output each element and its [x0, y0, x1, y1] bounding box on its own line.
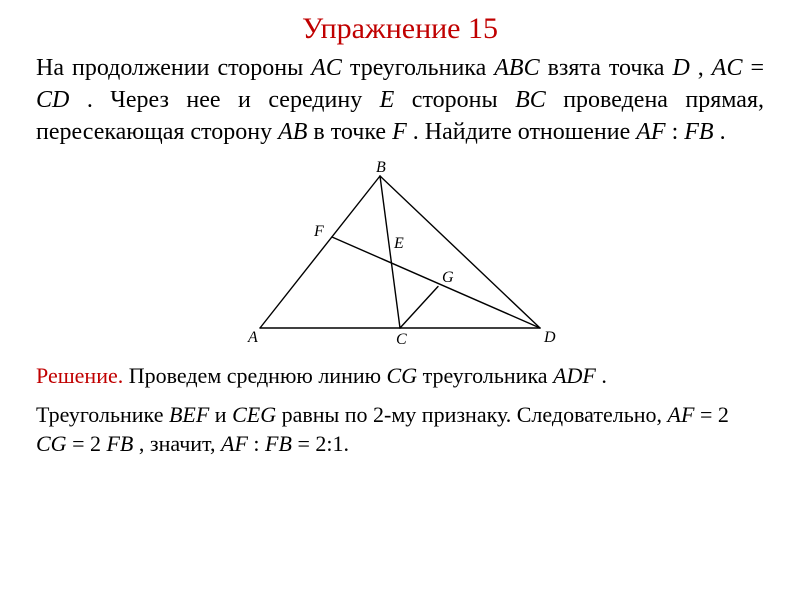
math-ceg: CEG: [232, 402, 276, 427]
txt: . Найдите отношение: [413, 119, 637, 145]
txt: =: [750, 55, 764, 81]
math-cd: CD: [36, 87, 69, 113]
math-adf: ADF: [553, 363, 596, 388]
txt: Треугольнике: [36, 402, 169, 427]
txt: , значит,: [139, 431, 221, 456]
txt: равны по 2-му признаку. Следовательно,: [282, 402, 668, 427]
svg-text:C: C: [396, 331, 407, 348]
txt: . Через нее и середину: [87, 87, 380, 113]
exercise-title: Упражнение 15: [36, 12, 764, 46]
math-ac2: AC: [712, 55, 743, 81]
problem-statement: На продолжении стороны AC треугольника A…: [36, 52, 764, 148]
txt: треугольника: [423, 363, 553, 388]
math-cg: CG: [387, 363, 418, 388]
math-cg2: CG: [36, 431, 67, 456]
svg-text:B: B: [376, 159, 386, 176]
txt: :: [253, 431, 259, 456]
figure-container: A B C D E F G: [36, 158, 764, 348]
solution-label: Решение.: [36, 363, 123, 388]
txt: = 2: [700, 402, 729, 427]
slide: Упражнение 15 На продолжении стороны AC …: [0, 0, 800, 600]
math-af: AF: [636, 119, 665, 145]
math-f: F: [392, 119, 407, 145]
math-fb2: FB: [106, 431, 133, 456]
math-ab: AB: [278, 119, 307, 145]
txt: ,: [698, 55, 712, 81]
math-d: D: [672, 55, 689, 81]
svg-text:A: A: [247, 329, 258, 346]
txt: Проведем среднюю линию: [129, 363, 387, 388]
math-ac: AC: [311, 55, 342, 81]
math-e: E: [380, 87, 395, 113]
math-fb: FB: [684, 119, 713, 145]
txt: взята точка: [548, 55, 673, 81]
svg-text:E: E: [393, 235, 404, 252]
svg-text:F: F: [313, 223, 324, 240]
txt: треугольника: [350, 55, 494, 81]
txt: в точке: [313, 119, 392, 145]
math-af2: AF: [668, 402, 695, 427]
math-bc: BC: [515, 87, 546, 113]
math-abc: ABC: [494, 55, 539, 81]
txt: .: [601, 363, 607, 388]
geometry-figure: A B C D E F G: [230, 158, 570, 348]
txt: и: [215, 402, 232, 427]
txt: .: [720, 119, 726, 145]
txt: На продолжении стороны: [36, 55, 311, 81]
txt: = 2:1.: [297, 431, 349, 456]
txt: стороны: [412, 87, 515, 113]
svg-text:D: D: [543, 329, 556, 346]
svg-text:G: G: [442, 269, 454, 286]
solution-line-2: Треугольнике BEF и CEG равны по 2-му при…: [36, 401, 764, 458]
txt: = 2: [72, 431, 101, 456]
math-af3: AF: [221, 431, 248, 456]
txt: :: [672, 119, 679, 145]
math-bef: BEF: [169, 402, 209, 427]
math-fb3: FB: [265, 431, 292, 456]
solution-line-1: Решение. Проведем среднюю линию CG треуг…: [36, 362, 764, 391]
